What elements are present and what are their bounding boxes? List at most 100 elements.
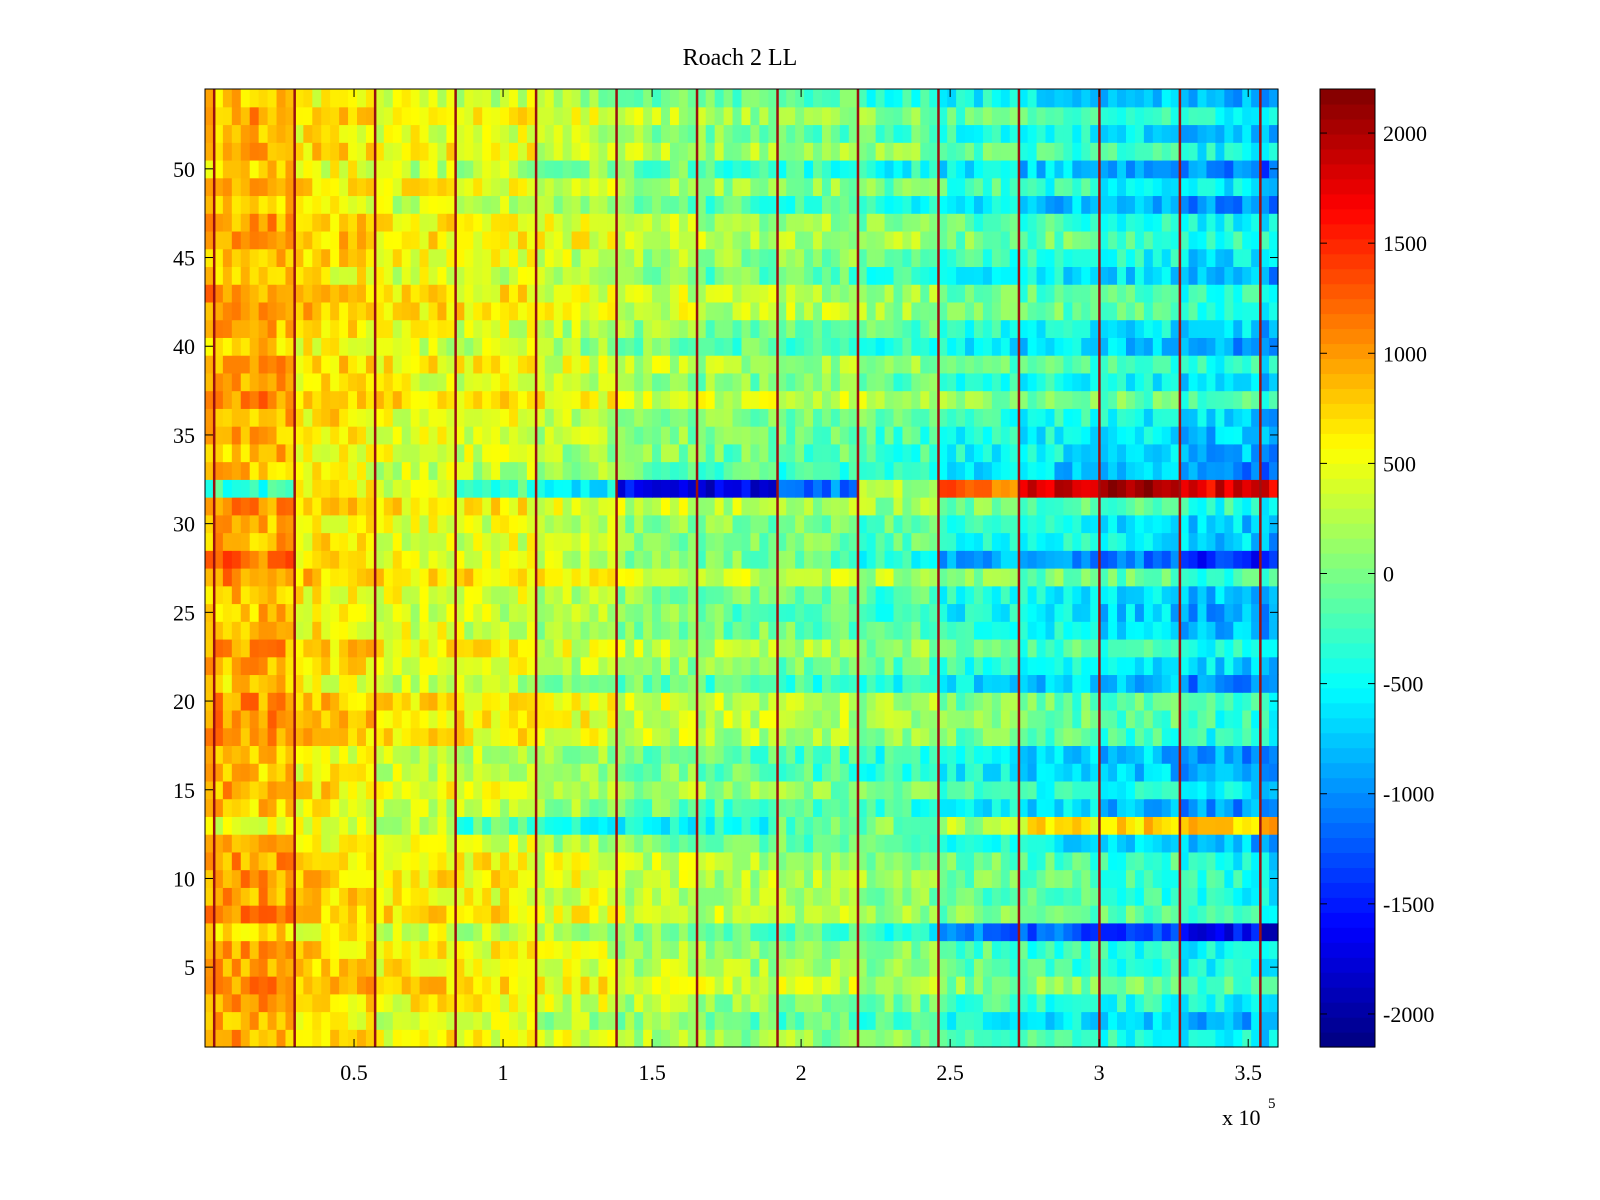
heatmap-cell xyxy=(661,301,671,321)
heatmap-cell xyxy=(330,1029,340,1048)
heatmap-cell xyxy=(464,780,474,800)
heatmap-cell xyxy=(929,780,939,800)
heatmap-cell xyxy=(500,461,510,480)
heatmap-cell xyxy=(535,709,546,729)
heatmap-cell xyxy=(732,479,743,498)
heatmap-cell xyxy=(598,638,608,658)
heatmap-cell xyxy=(1143,585,1154,605)
heatmap-cell xyxy=(598,479,608,498)
heatmap-cell xyxy=(303,709,313,729)
heatmap-cell xyxy=(419,1029,430,1048)
heatmap-cell xyxy=(1233,532,1243,551)
heatmap-cell xyxy=(553,479,564,498)
heatmap-cell xyxy=(1018,976,1029,995)
heatmap-cell xyxy=(482,692,492,711)
heatmap-cell xyxy=(1197,390,1208,409)
heatmap-cell xyxy=(598,355,608,374)
heatmap-cell xyxy=(652,656,662,676)
heatmap-cell xyxy=(804,816,814,835)
heatmap-cell xyxy=(258,940,269,959)
heatmap-cell xyxy=(1215,922,1225,942)
heatmap-cell xyxy=(911,603,921,622)
heatmap-cell xyxy=(768,692,778,711)
heatmap-cell xyxy=(625,372,635,392)
heatmap-cell xyxy=(1251,816,1261,835)
heatmap-cell xyxy=(428,745,439,764)
heatmap-cell xyxy=(330,763,340,782)
heatmap-cell xyxy=(276,993,287,1013)
heatmap-cell xyxy=(1072,763,1082,782)
heatmap-cell xyxy=(1188,692,1199,711)
heatmap-cell xyxy=(857,585,868,605)
heatmap-cell xyxy=(392,940,403,959)
heatmap-cell xyxy=(401,816,412,835)
heatmap-cell xyxy=(446,887,456,906)
heatmap-cell xyxy=(1197,922,1208,942)
heatmap-cell xyxy=(222,976,233,995)
heatmap-cell xyxy=(392,976,403,995)
heatmap-cell xyxy=(1260,568,1270,587)
heatmap-cell xyxy=(741,816,752,835)
heatmap-cell xyxy=(285,993,296,1013)
heatmap-cell xyxy=(473,834,483,853)
heatmap-cell xyxy=(848,532,859,551)
heatmap-cell xyxy=(1197,887,1208,906)
heatmap-cell xyxy=(339,355,349,374)
heatmap-cell xyxy=(1170,479,1181,498)
heatmap-cell xyxy=(392,958,403,977)
heatmap-cell xyxy=(786,568,796,587)
heatmap-cell xyxy=(526,355,537,374)
heatmap-cell xyxy=(714,621,725,640)
heatmap-cell xyxy=(625,851,635,871)
heatmap-cell xyxy=(830,319,841,338)
heatmap-cell xyxy=(1215,976,1225,995)
heatmap-cell xyxy=(544,443,555,463)
heatmap-cell xyxy=(1108,709,1118,729)
heatmap-cell xyxy=(643,497,653,516)
heatmap-cell xyxy=(1152,674,1163,693)
heatmap-cell xyxy=(947,993,957,1013)
heatmap-cell xyxy=(723,532,734,551)
heatmap-cell xyxy=(777,976,787,995)
heatmap-cell xyxy=(821,479,832,498)
heatmap-cell xyxy=(982,763,993,782)
heatmap-cell xyxy=(365,922,376,942)
heatmap-cell xyxy=(446,497,456,516)
heatmap-cell xyxy=(1206,355,1217,374)
heatmap-cell xyxy=(321,656,331,676)
heatmap-cell xyxy=(947,905,957,924)
heatmap-cell xyxy=(1000,337,1011,356)
heatmap-cell xyxy=(929,550,939,569)
heatmap-cell xyxy=(732,692,743,711)
heatmap-cell xyxy=(714,816,725,835)
heatmap-cell xyxy=(571,674,582,693)
heatmap-cell xyxy=(696,763,707,782)
heatmap-cell xyxy=(1170,426,1181,445)
heatmap-cell xyxy=(875,993,886,1013)
heatmap-cell xyxy=(1125,638,1136,658)
heatmap-cell xyxy=(437,638,448,658)
heatmap-cell xyxy=(1081,1029,1091,1048)
heatmap-cell xyxy=(696,443,707,463)
heatmap-cell xyxy=(222,301,233,321)
heatmap-cell xyxy=(205,656,215,676)
heatmap-cell xyxy=(321,780,331,800)
heatmap-cell xyxy=(1063,408,1073,427)
heatmap-cell xyxy=(1161,656,1172,676)
heatmap-cell xyxy=(589,301,600,321)
heatmap-cell xyxy=(231,940,242,959)
heatmap-cell xyxy=(410,727,421,747)
heatmap-cell xyxy=(205,621,215,640)
heatmap-cell xyxy=(804,834,814,853)
heatmap-cell xyxy=(920,443,930,463)
heatmap-cell xyxy=(276,976,287,995)
heatmap-cell xyxy=(1215,905,1225,924)
heatmap-cell xyxy=(580,621,591,640)
heatmap-cell xyxy=(678,709,689,729)
heatmap-cell xyxy=(491,355,501,374)
heatmap-cell xyxy=(473,816,483,835)
heatmap-cell xyxy=(929,337,939,356)
heatmap-cell xyxy=(1269,745,1279,764)
heatmap-cell xyxy=(920,426,930,445)
heatmap-cell xyxy=(383,319,394,338)
